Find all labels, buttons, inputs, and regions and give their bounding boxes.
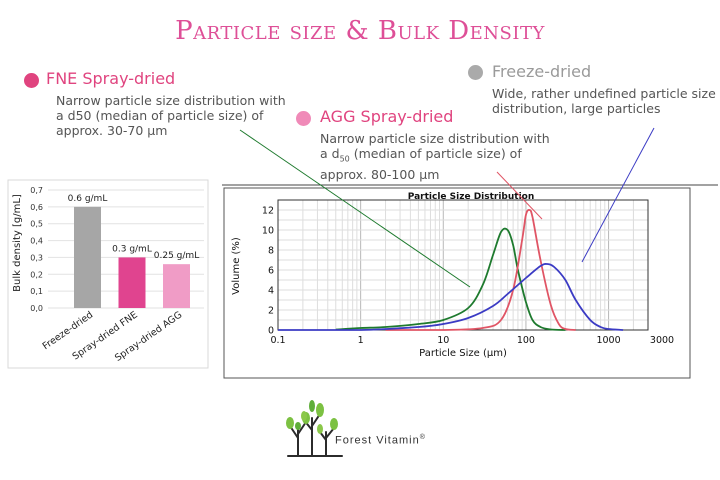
distribution-series-line <box>385 209 576 331</box>
bar <box>74 206 101 308</box>
distribution-ylabel: Volume (%) <box>231 237 242 295</box>
distribution-xtick-label: 3000 <box>650 335 674 346</box>
freeze-dried-pointer-line <box>581 127 655 263</box>
distribution-xlabel: Particle Size (µm) <box>419 348 507 359</box>
distribution-ytick-label: 6 <box>268 266 274 277</box>
logo-text: Forest Vitamin® <box>335 434 426 447</box>
fne-desc-line: a d50 (median of particle size) of <box>56 108 264 123</box>
distribution-xtick-label: 0.1 <box>270 335 285 346</box>
distribution-yticks: 0 2 4 6 8 10 12 <box>262 206 274 337</box>
distribution-xtick-label: 100 <box>517 335 535 346</box>
bar <box>118 257 146 308</box>
distribution-series <box>278 209 624 331</box>
distribution-xticks: 0.1 1 10 100 1000 3000 <box>270 335 674 346</box>
fne-legend-label: FNE Spray-dried <box>46 69 176 88</box>
agg-legend-label: AGG Spray-dried <box>320 107 454 126</box>
distribution-ytick-label: 0 <box>268 326 274 337</box>
d50-subscript: 50 <box>339 154 350 164</box>
distribution-ytick-label: 2 <box>268 306 274 317</box>
fd-desc-line: Wide, rather undefined particle size <box>492 86 716 101</box>
bar <box>163 264 190 308</box>
bar-chart-data-labels: 0.6 g/mL 0.3 g/mL0.25 g/mL <box>68 194 200 261</box>
bar-ytick-label: 0,2 <box>30 270 43 279</box>
agg-desc-line: Narrow particle size distribution with <box>320 131 550 146</box>
distribution-xtick-label: 1 <box>358 335 364 346</box>
bar-chart-bars <box>74 206 190 308</box>
distribution-ytick-label: 8 <box>268 246 274 257</box>
forest-vitamin-logo <box>286 400 343 457</box>
distribution-ytick-label: 10 <box>262 226 274 237</box>
bar-ytick-label: 0,6 <box>30 203 43 212</box>
agg-desc-line: a d50 (median of particle size) of <box>320 146 522 164</box>
bar-data-label: 0.6 g/mL <box>68 194 108 204</box>
bar-ytick-label: 0,3 <box>30 253 43 262</box>
bar-chart-ylabel: Bulk density [g/mL] <box>12 194 23 292</box>
bar-ytick-label: 0,1 <box>30 287 43 296</box>
distribution-chart-title: Particle Size Distribution <box>408 192 535 202</box>
freeze-dried-legend-label: Freeze-dried <box>492 62 592 81</box>
fne-description: Narrow particle size distribution with a… <box>56 93 286 138</box>
agg-pointer-line <box>496 171 543 220</box>
bar-ytick-label: 0,5 <box>30 220 43 229</box>
freeze-dried-legend-dot <box>468 65 483 80</box>
agg-legend-dot <box>296 111 311 126</box>
bar-data-label: 0.3 g/mL <box>112 244 152 254</box>
fd-desc-line: distribution, large particles <box>492 101 661 116</box>
distribution-xtick-label: 1000 <box>596 335 620 346</box>
fne-desc-line: Narrow particle size distribution with <box>56 93 286 108</box>
agg-description: Narrow particle size distribution with a… <box>320 131 550 182</box>
distribution-series-line <box>335 227 566 331</box>
fne-pointer-line <box>239 129 471 288</box>
agg-desc-line: approx. 80-100 µm <box>320 166 440 182</box>
page-title: Particle size & Bulk Density <box>175 16 545 46</box>
fne-desc-line: approx. 30-70 µm <box>56 123 168 138</box>
distribution-ytick-label: 12 <box>262 206 274 217</box>
bar-chart-frame <box>7 179 209 369</box>
bar-chart-yticks: 0,0 0,1 0,2 0,3 0,4 0,5 0,6 0,7 <box>30 186 43 313</box>
bar-ytick-label: 0,7 <box>30 186 43 195</box>
bar-data-label: 0.25 g/mL <box>154 251 199 261</box>
bar-ytick-label: 0,4 <box>30 237 43 246</box>
distribution-series-line <box>278 263 624 331</box>
distribution-ytick-label: 4 <box>268 286 274 297</box>
bar-ytick-label: 0,0 <box>30 304 43 313</box>
fne-legend-dot <box>24 73 39 88</box>
distribution-xtick-label: 10 <box>437 335 449 346</box>
freeze-dried-description: Wide, rather undefined particle size dis… <box>492 86 716 116</box>
